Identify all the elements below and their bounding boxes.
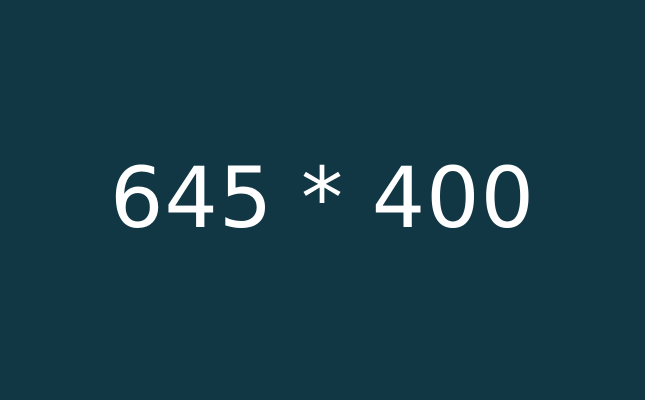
placeholder-dimensions-text: 645 * 400 xyxy=(109,149,536,247)
